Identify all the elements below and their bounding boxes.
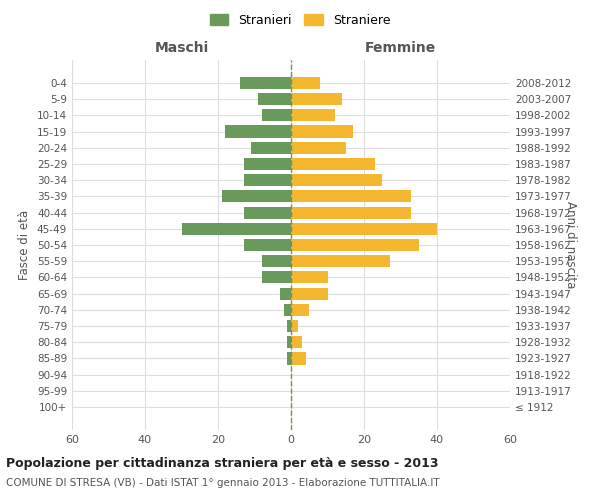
Bar: [291, 320, 298, 332]
Bar: [291, 109, 335, 122]
Text: Popolazione per cittadinanza straniera per età e sesso - 2013: Popolazione per cittadinanza straniera p…: [6, 458, 439, 470]
Bar: [291, 222, 437, 235]
Bar: [287, 352, 291, 364]
Bar: [287, 320, 291, 332]
Bar: [287, 336, 291, 348]
Text: COMUNE DI STRESA (VB) - Dati ISTAT 1° gennaio 2013 - Elaborazione TUTTITALIA.IT: COMUNE DI STRESA (VB) - Dati ISTAT 1° ge…: [6, 478, 440, 488]
Bar: [221, 190, 291, 202]
Bar: [244, 158, 291, 170]
Bar: [244, 239, 291, 251]
Bar: [291, 352, 305, 364]
Bar: [291, 304, 309, 316]
Bar: [291, 174, 382, 186]
Bar: [262, 272, 291, 283]
Bar: [251, 142, 291, 154]
Bar: [284, 304, 291, 316]
Bar: [291, 288, 328, 300]
Bar: [244, 174, 291, 186]
Bar: [226, 126, 291, 138]
Bar: [291, 93, 342, 105]
Bar: [291, 190, 412, 202]
Bar: [244, 206, 291, 218]
Bar: [291, 206, 412, 218]
Bar: [258, 93, 291, 105]
Bar: [280, 288, 291, 300]
Bar: [291, 77, 320, 89]
Bar: [240, 77, 291, 89]
Y-axis label: Anni di nascita: Anni di nascita: [564, 202, 577, 288]
Bar: [291, 272, 328, 283]
Bar: [291, 255, 389, 268]
Legend: Stranieri, Straniere: Stranieri, Straniere: [205, 8, 395, 32]
Y-axis label: Fasce di età: Fasce di età: [19, 210, 31, 280]
Bar: [291, 336, 302, 348]
Bar: [291, 126, 353, 138]
Bar: [291, 158, 375, 170]
Bar: [291, 142, 346, 154]
Bar: [262, 109, 291, 122]
Bar: [291, 239, 419, 251]
Bar: [262, 255, 291, 268]
Bar: [182, 222, 291, 235]
